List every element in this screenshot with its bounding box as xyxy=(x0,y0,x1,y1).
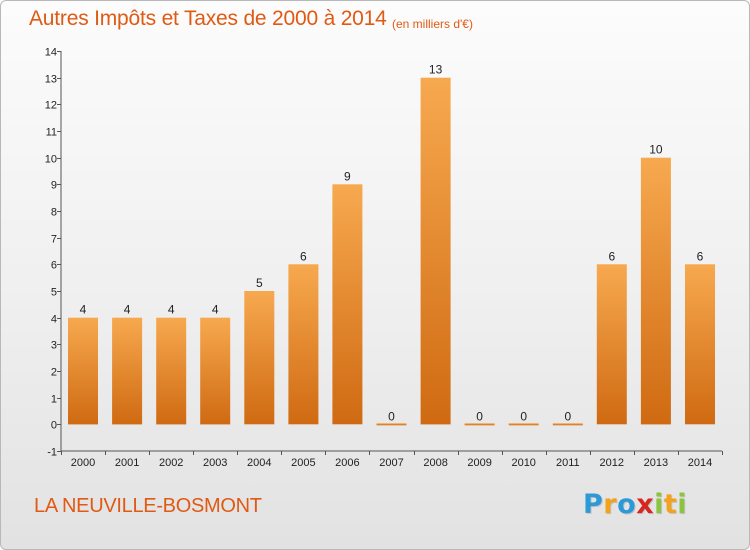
x-tick-label-2003: 2003 xyxy=(203,457,227,469)
bar-2009 xyxy=(464,423,495,426)
x-tick-label-2010: 2010 xyxy=(511,457,535,469)
chart-bars xyxy=(68,77,715,426)
x-tick-label-2004: 2004 xyxy=(247,457,271,469)
data-label-2005: 6 xyxy=(300,249,307,263)
data-label-2002: 4 xyxy=(168,303,175,317)
bar-2008 xyxy=(420,77,451,425)
data-label-2006: 9 xyxy=(344,169,351,183)
data-label-2007: 0 xyxy=(388,409,395,423)
x-tick-label-2002: 2002 xyxy=(159,457,183,469)
y-tick-label: 2 xyxy=(51,367,57,379)
bar-2004 xyxy=(244,291,275,425)
chart-data-labels: 4 4 4 4 5 6 9 0 13 0 0 0 6 10 6 xyxy=(80,63,704,424)
y-tick-label: 1 xyxy=(51,394,57,406)
y-tick-label: 3 xyxy=(51,340,57,352)
y-tick-label: 13 xyxy=(45,74,57,86)
y-tick-label: 11 xyxy=(46,127,57,139)
logo-letter: i xyxy=(654,489,664,520)
data-label-2003: 4 xyxy=(212,303,219,317)
x-tick-label-2007: 2007 xyxy=(379,457,403,469)
chart-axes xyxy=(57,51,723,455)
logo-letter: o xyxy=(617,489,637,520)
data-label-2009: 0 xyxy=(476,409,483,423)
y-tick-label: 0 xyxy=(51,420,57,432)
data-label-2004: 5 xyxy=(256,276,263,290)
bar-2001 xyxy=(112,317,143,425)
y-tick-label: 7 xyxy=(51,234,57,246)
data-label-2010: 0 xyxy=(520,409,527,423)
logo-letter: i xyxy=(677,489,688,520)
data-label-2013: 10 xyxy=(649,143,663,157)
logo-letter: r xyxy=(603,489,618,520)
bar-2000 xyxy=(68,317,98,425)
y-tick-label: 14 xyxy=(45,47,57,59)
bar-2002 xyxy=(156,317,187,425)
x-tick-label-2006: 2006 xyxy=(335,457,359,469)
commune-name: LA NEUVILLE-BOSMONT xyxy=(34,495,262,517)
x-tick-label-2005: 2005 xyxy=(291,457,315,469)
data-label-2001: 4 xyxy=(124,303,131,317)
proxiti-logo: Proxiti xyxy=(583,489,687,520)
x-tick-label-2011: 2011 xyxy=(556,457,580,469)
x-tick-label-2008: 2008 xyxy=(423,457,447,469)
logo-letter: P xyxy=(583,489,604,520)
x-tick-label-2014: 2014 xyxy=(688,457,712,469)
y-tick-label: 4 xyxy=(51,314,57,326)
bar-2013 xyxy=(640,157,671,425)
bar-2007 xyxy=(376,423,407,426)
data-label-2012: 6 xyxy=(608,249,615,263)
x-tick-label-2000: 2000 xyxy=(71,457,95,469)
bar-2010 xyxy=(508,423,539,426)
data-label-2008: 13 xyxy=(429,63,443,77)
y-tick-label: 8 xyxy=(51,207,57,219)
x-tick-label-2013: 2013 xyxy=(644,457,668,469)
y-tick-label: 10 xyxy=(45,154,57,166)
logo-letter: t xyxy=(663,489,678,520)
data-label-2011: 0 xyxy=(564,409,571,423)
data-label-2000: 4 xyxy=(80,303,87,317)
x-tick-label-2001: 2001 xyxy=(115,457,139,469)
data-label-2014: 6 xyxy=(697,249,704,263)
y-tick-label: 12 xyxy=(45,100,57,112)
bar-2011 xyxy=(552,423,583,426)
bar-2012 xyxy=(596,264,627,425)
y-tick-label: 5 xyxy=(51,287,57,299)
x-tick-label-2012: 2012 xyxy=(600,457,624,469)
bar-2003 xyxy=(200,317,231,425)
bar-2014 xyxy=(685,264,715,425)
y-tick-label: 9 xyxy=(51,180,57,192)
chart-title: Autres Impôts et Taxes de 2000 à 2014 xyxy=(29,7,387,30)
bar-2006 xyxy=(332,184,363,425)
bar-2005 xyxy=(288,264,319,425)
x-tick-label-2009: 2009 xyxy=(467,457,491,469)
chart-subtitle: (en milliers d'€) xyxy=(392,17,473,31)
y-tick-label: -1 xyxy=(47,447,57,459)
logo-letter: x xyxy=(636,489,655,520)
y-tick-label: 6 xyxy=(51,260,57,272)
